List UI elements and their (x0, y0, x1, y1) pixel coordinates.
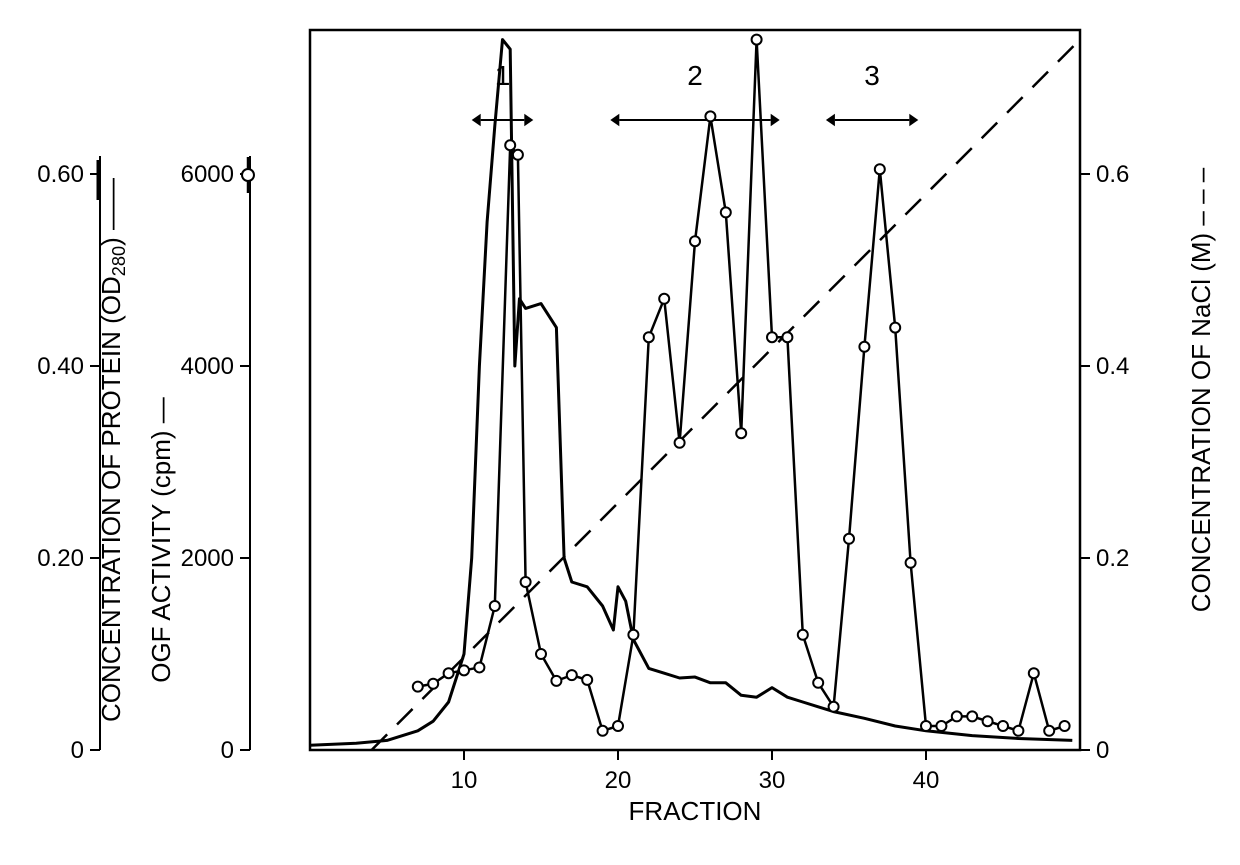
ogf-marker (736, 428, 746, 438)
ogf-marker (1013, 726, 1023, 736)
region-label: 2 (687, 60, 703, 91)
region-arrow-head-left (472, 114, 481, 127)
ogf-marker (859, 342, 869, 352)
ogf-axis-tick-label: 0 (221, 737, 234, 764)
ogf-marker (705, 111, 715, 121)
region-arrow-head-right (771, 114, 780, 127)
ogf-marker (675, 438, 685, 448)
ogf-legend-marker (242, 169, 254, 181)
nacl-axis-tick-label: 0.6 (1096, 161, 1129, 188)
ogf-marker (752, 35, 762, 45)
x-tick-label: 20 (605, 767, 632, 794)
ogf-marker (613, 721, 623, 731)
protein-line (310, 40, 1072, 746)
ogf-marker (813, 678, 823, 688)
ogf-marker (513, 150, 523, 160)
ogf-marker (952, 711, 962, 721)
nacl-axis-tick-label: 0.4 (1096, 353, 1129, 380)
ogf-marker (844, 534, 854, 544)
chart-container: 10203040FRACTION00.200.400.60CONCENTRATI… (0, 0, 1240, 865)
chart-svg: 10203040FRACTION00.200.400.60CONCENTRATI… (0, 0, 1240, 865)
ogf-marker (921, 721, 931, 731)
ogf-marker (936, 721, 946, 731)
protein-axis-tick-label: 0.20 (37, 545, 84, 572)
ogf-marker (490, 601, 500, 611)
ogf-marker (505, 140, 515, 150)
ogf-axis-tick-label: 6000 (181, 161, 234, 188)
protein-axis-label: CONCENTRATION OF PROTEIN (OD280) —— (96, 178, 129, 722)
ogf-marker (459, 665, 469, 675)
ogf-marker (998, 721, 1008, 731)
ogf-marker (628, 630, 638, 640)
ogf-marker (967, 711, 977, 721)
region-arrow-head-right (909, 114, 918, 127)
x-tick-label: 30 (759, 767, 786, 794)
ogf-marker (598, 726, 608, 736)
protein-axis-tick-label: 0.40 (37, 353, 84, 380)
protein-axis-tick-label: 0 (71, 737, 84, 764)
ogf-marker (767, 332, 777, 342)
ogf-marker (1060, 721, 1070, 731)
ogf-marker (829, 702, 839, 712)
ogf-axis-label: OGF ACTIVITY (cpm) — (146, 397, 176, 683)
ogf-marker (690, 236, 700, 246)
region-label: 3 (864, 60, 880, 91)
ogf-marker (413, 682, 423, 692)
ogf-marker (536, 649, 546, 659)
region-arrow-head-right (524, 114, 533, 127)
ogf-marker (582, 675, 592, 685)
ogf-marker (444, 668, 454, 678)
ogf-marker (521, 577, 531, 587)
ogf-marker (721, 207, 731, 217)
protein-axis-tick-label: 0.60 (37, 161, 84, 188)
ogf-axis-tick-label: 2000 (181, 545, 234, 572)
ogf-marker (567, 670, 577, 680)
ogf-marker (906, 558, 916, 568)
ogf-axis-tick-label: 4000 (181, 353, 234, 380)
x-tick-label: 10 (451, 767, 478, 794)
ogf-marker (875, 164, 885, 174)
plot-frame (310, 30, 1080, 750)
ogf-marker (474, 662, 484, 672)
region-arrow-head-left (826, 114, 835, 127)
nacl-axis-label: CONCENTRATION OF NaCl (M) – – – (1186, 167, 1216, 612)
nacl-axis-tick-label: 0 (1096, 737, 1109, 764)
ogf-marker (1029, 668, 1039, 678)
region-arrow-head-left (610, 114, 619, 127)
x-tick-label: 40 (913, 767, 940, 794)
ogf-marker (890, 323, 900, 333)
ogf-marker (782, 332, 792, 342)
ogf-marker (551, 676, 561, 686)
x-axis-label: FRACTION (629, 796, 762, 826)
nacl-axis-tick-label: 0.2 (1096, 545, 1129, 572)
ogf-marker (1044, 726, 1054, 736)
ogf-marker (798, 630, 808, 640)
ogf-marker (983, 716, 993, 726)
ogf-marker (644, 332, 654, 342)
ogf-marker (659, 294, 669, 304)
ogf-marker (428, 679, 438, 689)
